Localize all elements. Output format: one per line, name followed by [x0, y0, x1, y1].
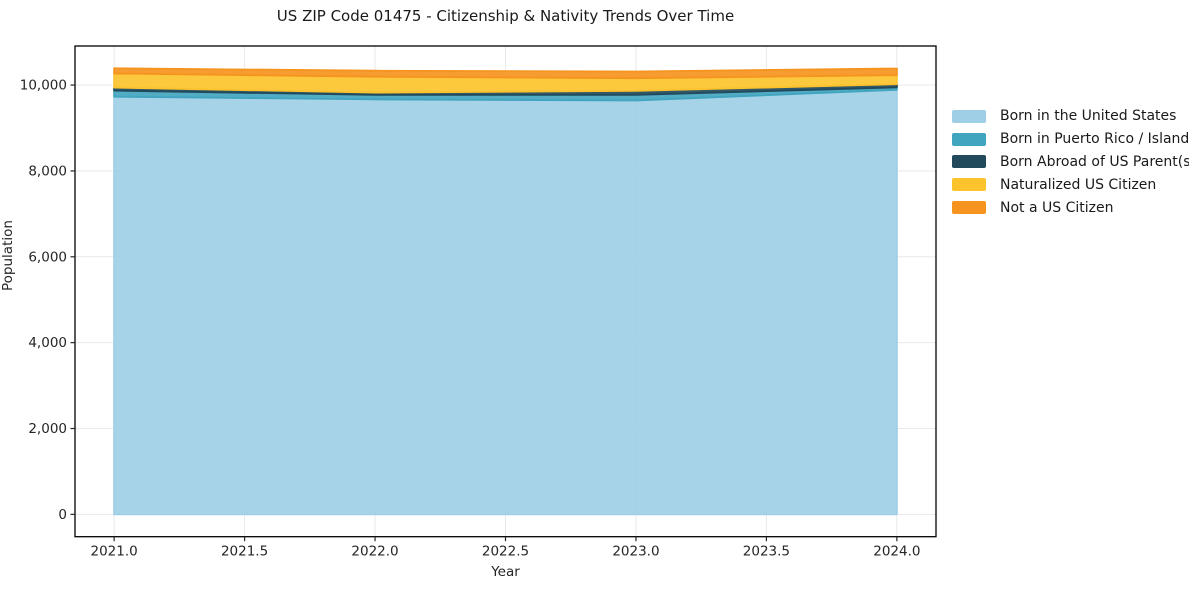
x-tick-label: 2023.5 — [743, 544, 790, 560]
legend-item: Born Abroad of US Parent(s) — [952, 151, 1189, 174]
x-tick-label: 2021.5 — [221, 544, 268, 560]
legend-label: Born in Puerto Rico / Islands — [1000, 131, 1189, 148]
area-series-0 — [113, 88, 898, 516]
x-tick-label: 2023.0 — [612, 544, 659, 560]
legend: Born in the United States Born in Puerto … — [952, 105, 1189, 219]
legend-swatch-icon — [952, 132, 986, 146]
y-tick-label: 0 — [58, 507, 67, 523]
legend-item: Born in the United States — [952, 105, 1189, 128]
legend-swatch-icon — [952, 201, 986, 215]
legend-label: Born Abroad of US Parent(s) — [1000, 153, 1189, 170]
legend-item: Not a US Citizen — [952, 196, 1189, 219]
y-tick-label: 4,000 — [28, 335, 67, 351]
legend-item: Naturalized US Citizen — [952, 173, 1189, 196]
y-tick-label: 2,000 — [28, 421, 67, 437]
legend-swatch-icon — [952, 109, 986, 123]
y-tick-label: 10,000 — [20, 78, 67, 94]
x-tick-label: 2022.5 — [482, 544, 529, 560]
legend-swatch-icon — [952, 155, 986, 169]
x-tick-label: 2024.0 — [873, 544, 920, 560]
x-tick-label: 2022.0 — [351, 544, 398, 560]
y-axis-label: Population — [0, 220, 16, 291]
area-series-4 — [113, 67, 898, 80]
x-axis-label: Year — [491, 564, 520, 580]
legend-label: Naturalized US Citizen — [1000, 176, 1157, 193]
legend-item: Born in Puerto Rico / Islands — [952, 128, 1189, 151]
x-tick-label: 2021.0 — [91, 544, 138, 560]
y-tick-label: 6,000 — [28, 249, 67, 265]
legend-label: Not a US Citizen — [1000, 199, 1114, 216]
y-tick-label: 8,000 — [28, 163, 67, 179]
legend-swatch-icon — [952, 178, 986, 192]
legend-label: Born in the United States — [1000, 108, 1177, 125]
chart-title: US ZIP Code 01475 - Citizenship & Nativi… — [276, 7, 735, 25]
